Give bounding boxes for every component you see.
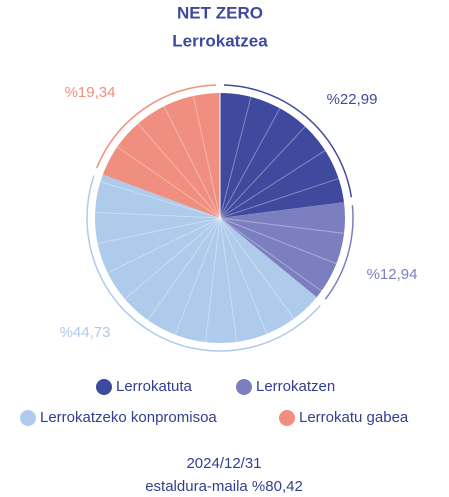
slice-divider [219,217,345,234]
slice-divider [219,178,339,219]
slice-divider [192,95,221,219]
slice-divider [97,217,221,244]
slice-divider [219,217,322,292]
slice-divider [219,217,337,265]
slice-divider [205,217,221,343]
value-label: %19,34 [65,84,116,101]
legend-label: Lerrokatzen [256,378,335,395]
slice-divider [219,96,252,219]
slice-divider [219,126,306,219]
legend-label: Lerrokatu gabea [299,409,409,426]
slice-divider [124,217,221,300]
slice-divider [147,217,221,321]
slice-divider [174,217,221,335]
legend-swatch [279,410,295,426]
legend-swatch [96,379,112,395]
pie-slice [94,174,317,344]
legend-label: Lerrokatuta [116,378,193,395]
slice-divider [219,150,326,219]
footer-coverage: estaldura-maila %80,42 [145,478,303,495]
outer-arc [86,175,321,352]
pie-slice [102,93,220,218]
slice-divider [219,108,281,219]
slice-divider [163,106,221,219]
slice-divider [219,217,295,320]
slice-divider [100,181,221,219]
outer-arc [96,84,217,169]
slice-divider [107,217,221,274]
pie-slice [220,93,345,218]
legend-swatch [236,379,252,395]
outer-arc [223,84,353,198]
footer-date: 2024/12/31 [186,455,261,472]
chart-subtitle: Lerrokatzea [172,31,268,50]
value-label: %22,99 [327,91,378,108]
pie-slice [220,202,345,298]
value-label: %12,94 [367,266,418,283]
slice-divider [137,123,221,219]
chart-title: NET ZERO [177,3,263,22]
legend-swatch [20,410,36,426]
slice-divider [219,217,268,335]
value-label: %44,73 [60,324,111,341]
outer-arc [324,205,354,300]
slice-divider [95,211,221,219]
slice-divider [116,146,221,219]
legend-label: Lerrokatzeko konpromisoa [40,409,217,426]
slice-divider [219,217,238,342]
